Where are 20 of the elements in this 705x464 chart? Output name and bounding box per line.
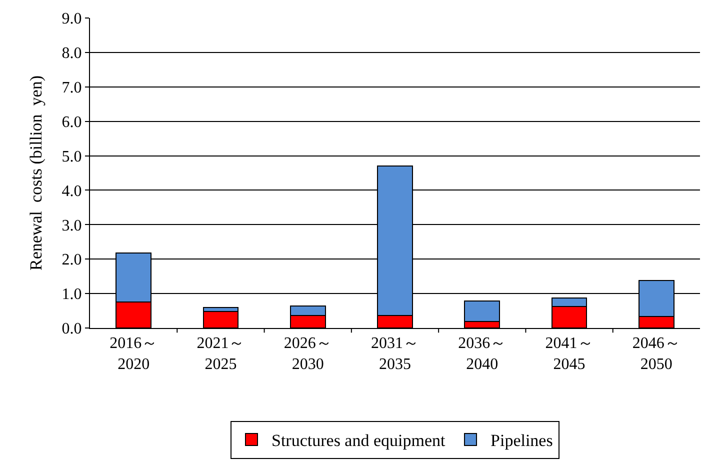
legend-label: Pipelines [490,431,553,450]
x-tick-label: 2021～ 2025 [196,335,245,373]
y-tick-label: 7.0 [62,79,82,96]
x-tick-label: 2031～ 2035 [371,335,419,373]
legend-label: Structures and equipment [272,431,446,450]
y-tick-label: 8.0 [62,45,82,62]
x-tick-label: 2016～ 2020 [110,335,158,373]
x-tick-label: 2036～ 2040 [458,335,506,373]
x-tick-label: 2046～ 2050 [632,335,680,373]
y-tick-label: 5.0 [62,148,82,166]
y-tick-label: 1.0 [62,286,82,304]
y-tick-label: 3.0 [62,217,82,234]
y-tick-label: 0.0 [62,320,82,338]
x-tick-label: 2041～ 2045 [545,335,594,373]
y-tick-label: 2.0 [62,252,82,269]
x-tick-label: 2026～ 2030 [284,335,332,373]
y-tick-label: 6.0 [62,114,82,131]
y-axis-title: Renewal costs (billion yen) [26,76,46,270]
y-tick-label: 4.0 [62,182,82,200]
y-tick-label: 9.0 [62,10,82,28]
